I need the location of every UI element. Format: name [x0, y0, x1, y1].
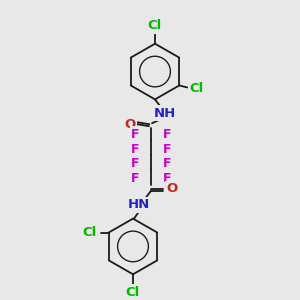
- Text: F: F: [131, 158, 139, 170]
- Text: F: F: [131, 128, 139, 141]
- Text: Cl: Cl: [126, 286, 140, 299]
- Text: F: F: [131, 172, 139, 185]
- Text: F: F: [163, 142, 171, 156]
- Text: F: F: [163, 158, 171, 170]
- Text: Cl: Cl: [189, 82, 203, 95]
- Text: HN: HN: [128, 198, 150, 211]
- Text: O: O: [124, 118, 136, 131]
- Text: O: O: [167, 182, 178, 195]
- Text: Cl: Cl: [148, 19, 162, 32]
- Text: Cl: Cl: [82, 226, 97, 239]
- Text: NH: NH: [154, 107, 176, 120]
- Text: F: F: [131, 142, 139, 156]
- Text: F: F: [163, 128, 171, 141]
- Text: F: F: [163, 172, 171, 185]
